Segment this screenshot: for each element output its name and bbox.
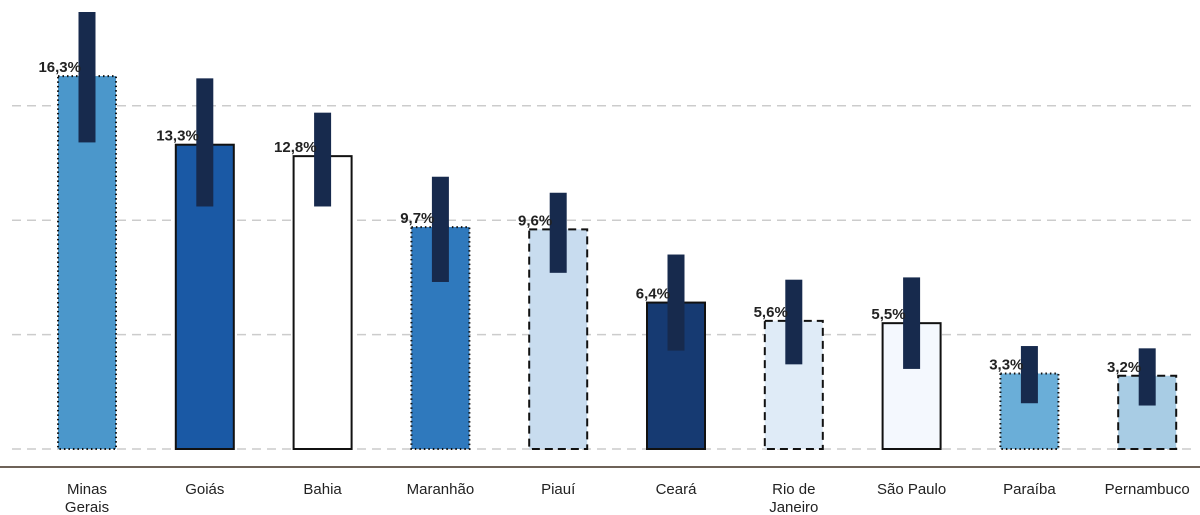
value-label: 5,5% bbox=[871, 306, 905, 323]
value-label: 6,4% bbox=[636, 286, 670, 303]
error-bar bbox=[1020, 346, 1038, 404]
error-bar bbox=[78, 12, 96, 143]
error-bar bbox=[667, 254, 685, 351]
value-label: 12,8% bbox=[274, 139, 317, 156]
category-label: Rio de bbox=[772, 481, 815, 498]
value-labels: 16,3% 13,3% 12,8% 9,7% 9,6% 6,4% 5,6% 5,5% 3,3% 3… bbox=[38, 59, 1141, 376]
value-label: 16,3% bbox=[38, 59, 81, 76]
value-label: 13,3% bbox=[156, 128, 199, 145]
category-label: Paraíba bbox=[1003, 481, 1056, 498]
value-label: 9,7% bbox=[400, 210, 434, 227]
category-label: Goiás bbox=[185, 481, 224, 498]
category-label: Minas bbox=[67, 481, 107, 498]
error-bar bbox=[903, 277, 921, 369]
error-bars bbox=[78, 12, 1156, 406]
value-label: 3,3% bbox=[989, 356, 1023, 373]
category-label: Pernambuco bbox=[1105, 481, 1190, 498]
category-label: Ceará bbox=[656, 481, 698, 498]
value-label: 5,6% bbox=[754, 304, 788, 321]
category-label: São Paulo bbox=[877, 481, 946, 498]
value-label: 3,2% bbox=[1107, 359, 1141, 376]
bars bbox=[57, 75, 1178, 451]
category-label: Bahia bbox=[303, 481, 342, 498]
category-label: Piauí bbox=[541, 481, 576, 498]
value-label: 9,6% bbox=[518, 212, 552, 229]
category-label: Janeiro bbox=[769, 499, 818, 515]
category-label: Maranhão bbox=[407, 481, 475, 498]
error-bar bbox=[785, 279, 803, 365]
error-bar bbox=[1138, 348, 1156, 406]
error-bar bbox=[549, 192, 567, 273]
error-bar bbox=[431, 176, 449, 282]
category-label: Gerais bbox=[65, 499, 109, 515]
error-bar bbox=[314, 112, 332, 207]
error-bar bbox=[196, 78, 214, 207]
